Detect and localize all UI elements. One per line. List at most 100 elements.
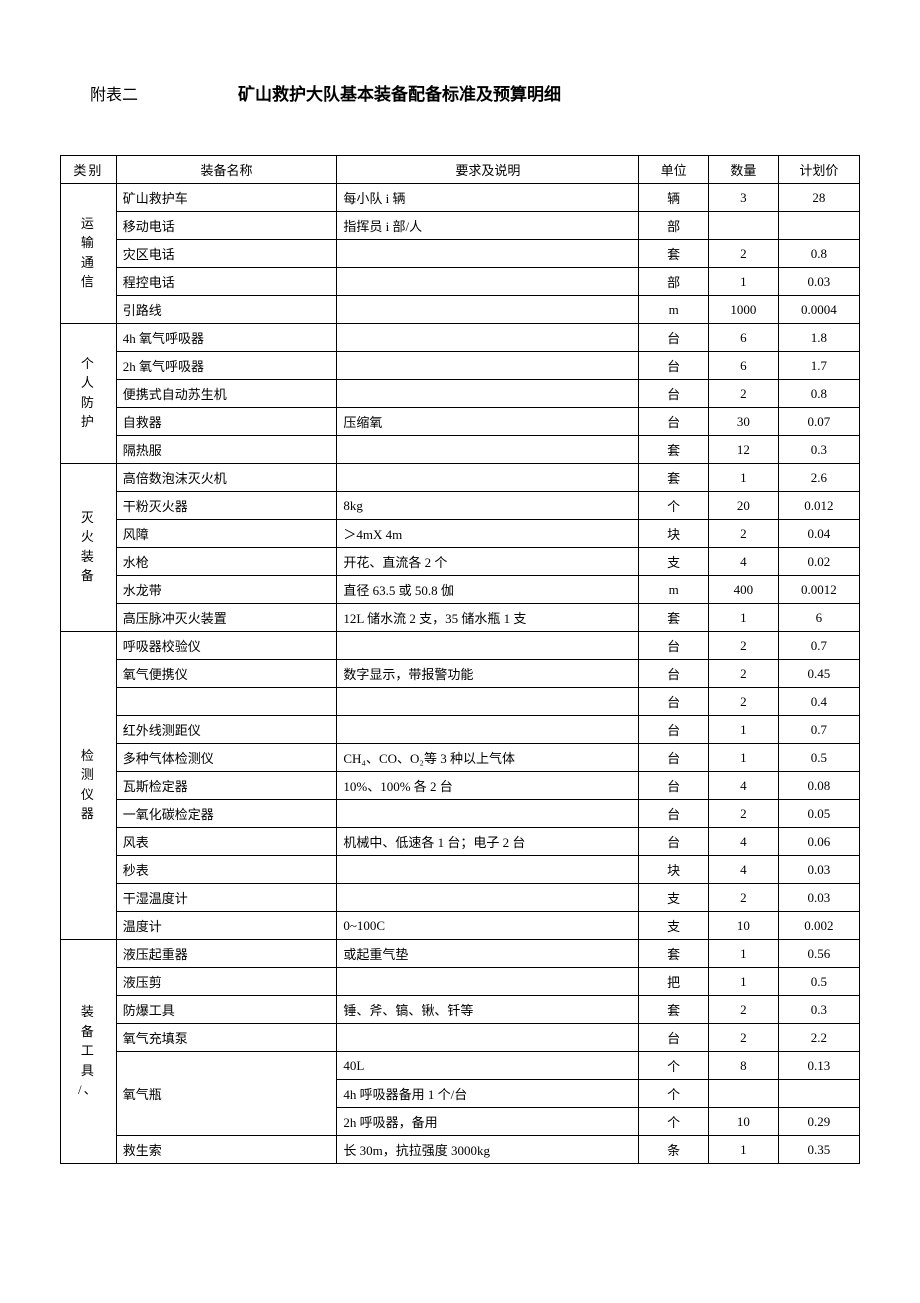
cell-unit: 块 xyxy=(639,856,709,884)
col-header-price: 计划价 xyxy=(778,156,859,184)
cell-unit: 套 xyxy=(639,436,709,464)
cell-qty: 4 xyxy=(708,548,778,576)
table-row: 个 人 防 护4h 氧气呼吸器台61.8 xyxy=(61,324,860,352)
table-row: 瓦斯检定器10%、100% 各 2 台台40.08 xyxy=(61,772,860,800)
cell-unit: 套 xyxy=(639,996,709,1024)
cell-price: 0.0012 xyxy=(778,576,859,604)
category-cell: 个 人 防 护 xyxy=(61,324,117,464)
cell-qty: 2 xyxy=(708,688,778,716)
cell-unit: m xyxy=(639,576,709,604)
cell-qty: 10 xyxy=(708,912,778,940)
table-body: 运 输 通 信矿山救护车每小队 i 辆辆328移动电话指挥员 i 部/人部灾区电… xyxy=(61,184,860,1164)
cell-qty: 8 xyxy=(708,1052,778,1080)
cell-unit: 台 xyxy=(639,772,709,800)
category-label: 个 人 防 护 xyxy=(75,354,101,432)
cell-desc: 40L xyxy=(337,1052,639,1080)
cell-unit: 支 xyxy=(639,884,709,912)
cell-price: 0.7 xyxy=(778,716,859,744)
table-row: 引路线m10000.0004 xyxy=(61,296,860,324)
cell-qty: 10 xyxy=(708,1108,778,1136)
table-row: 水龙带直径 63.5 或 50.8 伽m4000.0012 xyxy=(61,576,860,604)
cell-name: 自救器 xyxy=(116,408,337,436)
cell-desc xyxy=(337,464,639,492)
cell-qty: 1 xyxy=(708,604,778,632)
cell-name: 多种气体检测仪 xyxy=(116,744,337,772)
col-header-qty: 数量 xyxy=(708,156,778,184)
cell-desc xyxy=(337,380,639,408)
table-row: 多种气体检测仪CH₄、CO、O₂等 3 种以上气体台10.5 xyxy=(61,744,860,772)
cell-qty: 3 xyxy=(708,184,778,212)
cell-name: 干湿温度计 xyxy=(116,884,337,912)
table-row: 水枪开花、直流各 2 个支40.02 xyxy=(61,548,860,576)
cell-desc: 0~100C xyxy=(337,912,639,940)
table-row: 干粉灭火器8kg个200.012 xyxy=(61,492,860,520)
appendix-label: 附表二 xyxy=(90,81,138,105)
cell-desc: 直径 63.5 或 50.8 伽 xyxy=(337,576,639,604)
cell-qty: 1 xyxy=(708,268,778,296)
cell-price xyxy=(778,212,859,240)
cell-desc: 机械中、低速各 1 台；电子 2 台 xyxy=(337,828,639,856)
table-row: 灾区电话套20.8 xyxy=(61,240,860,268)
cell-desc: 10%、100% 各 2 台 xyxy=(337,772,639,800)
cell-name: 氧气瓶 xyxy=(116,1052,337,1136)
cell-name: 温度计 xyxy=(116,912,337,940)
cell-name: 便携式自动苏生机 xyxy=(116,380,337,408)
cell-unit: 部 xyxy=(639,212,709,240)
table-row: 秒表块40.03 xyxy=(61,856,860,884)
cell-price: 0.08 xyxy=(778,772,859,800)
table-row: 移动电话指挥员 i 部/人部 xyxy=(61,212,860,240)
cell-unit: 台 xyxy=(639,800,709,828)
table-row: 隔热服套120.3 xyxy=(61,436,860,464)
cell-desc: ＞4mX 4m xyxy=(337,520,639,548)
cell-desc xyxy=(337,240,639,268)
cell-unit: 台 xyxy=(639,324,709,352)
cell-price: 0.29 xyxy=(778,1108,859,1136)
cell-qty: 4 xyxy=(708,856,778,884)
cell-qty: 2 xyxy=(708,1024,778,1052)
cell-qty: 2 xyxy=(708,996,778,1024)
cell-desc xyxy=(337,800,639,828)
cell-qty: 2 xyxy=(708,380,778,408)
cell-price: 0.8 xyxy=(778,240,859,268)
cell-unit: 支 xyxy=(639,912,709,940)
cell-price: 0.45 xyxy=(778,660,859,688)
table-row: 防爆工具锤、斧、镐、锹、钎等套20.3 xyxy=(61,996,860,1024)
cell-name: 矿山救护车 xyxy=(116,184,337,212)
cell-unit: 套 xyxy=(639,604,709,632)
cell-unit: 块 xyxy=(639,520,709,548)
cell-qty: 1 xyxy=(708,716,778,744)
category-label: 装 备 工 具 /、 xyxy=(75,1002,101,1100)
cell-unit: 部 xyxy=(639,268,709,296)
cell-desc: CH₄、CO、O₂等 3 种以上气体 xyxy=(337,744,639,772)
cell-unit: 把 xyxy=(639,968,709,996)
cell-price: 2.6 xyxy=(778,464,859,492)
cell-price: 28 xyxy=(778,184,859,212)
cell-desc xyxy=(337,268,639,296)
cell-price: 0.35 xyxy=(778,1136,859,1164)
cell-name: 液压起重器 xyxy=(116,940,337,968)
category-label: 灭 火 装 备 xyxy=(75,508,101,586)
cell-qty: 4 xyxy=(708,772,778,800)
cell-name: 程控电话 xyxy=(116,268,337,296)
table-header-row: 类别 装备名称 要求及说明 单位 数量 计划价 xyxy=(61,156,860,184)
col-header-unit: 单位 xyxy=(639,156,709,184)
table-row: 氧气充填泵台22.2 xyxy=(61,1024,860,1052)
cell-qty: 2 xyxy=(708,632,778,660)
cell-price: 0.3 xyxy=(778,436,859,464)
cell-price: 0.03 xyxy=(778,884,859,912)
table-row: 高压脉冲灭火装置12L 储水流 2 支，35 储水瓶 1 支套16 xyxy=(61,604,860,632)
table-row: 温度计0~100C支100.002 xyxy=(61,912,860,940)
cell-desc: 或起重气垫 xyxy=(337,940,639,968)
cell-price: 0.3 xyxy=(778,996,859,1024)
cell-name: 干粉灭火器 xyxy=(116,492,337,520)
cell-unit: m xyxy=(639,296,709,324)
cell-desc xyxy=(337,296,639,324)
cell-unit: 套 xyxy=(639,464,709,492)
cell-unit: 个 xyxy=(639,1108,709,1136)
cell-price: 0.05 xyxy=(778,800,859,828)
cell-qty: 2 xyxy=(708,240,778,268)
cell-price: 0.07 xyxy=(778,408,859,436)
cell-desc xyxy=(337,688,639,716)
cell-qty: 6 xyxy=(708,324,778,352)
cell-price: 0.5 xyxy=(778,744,859,772)
